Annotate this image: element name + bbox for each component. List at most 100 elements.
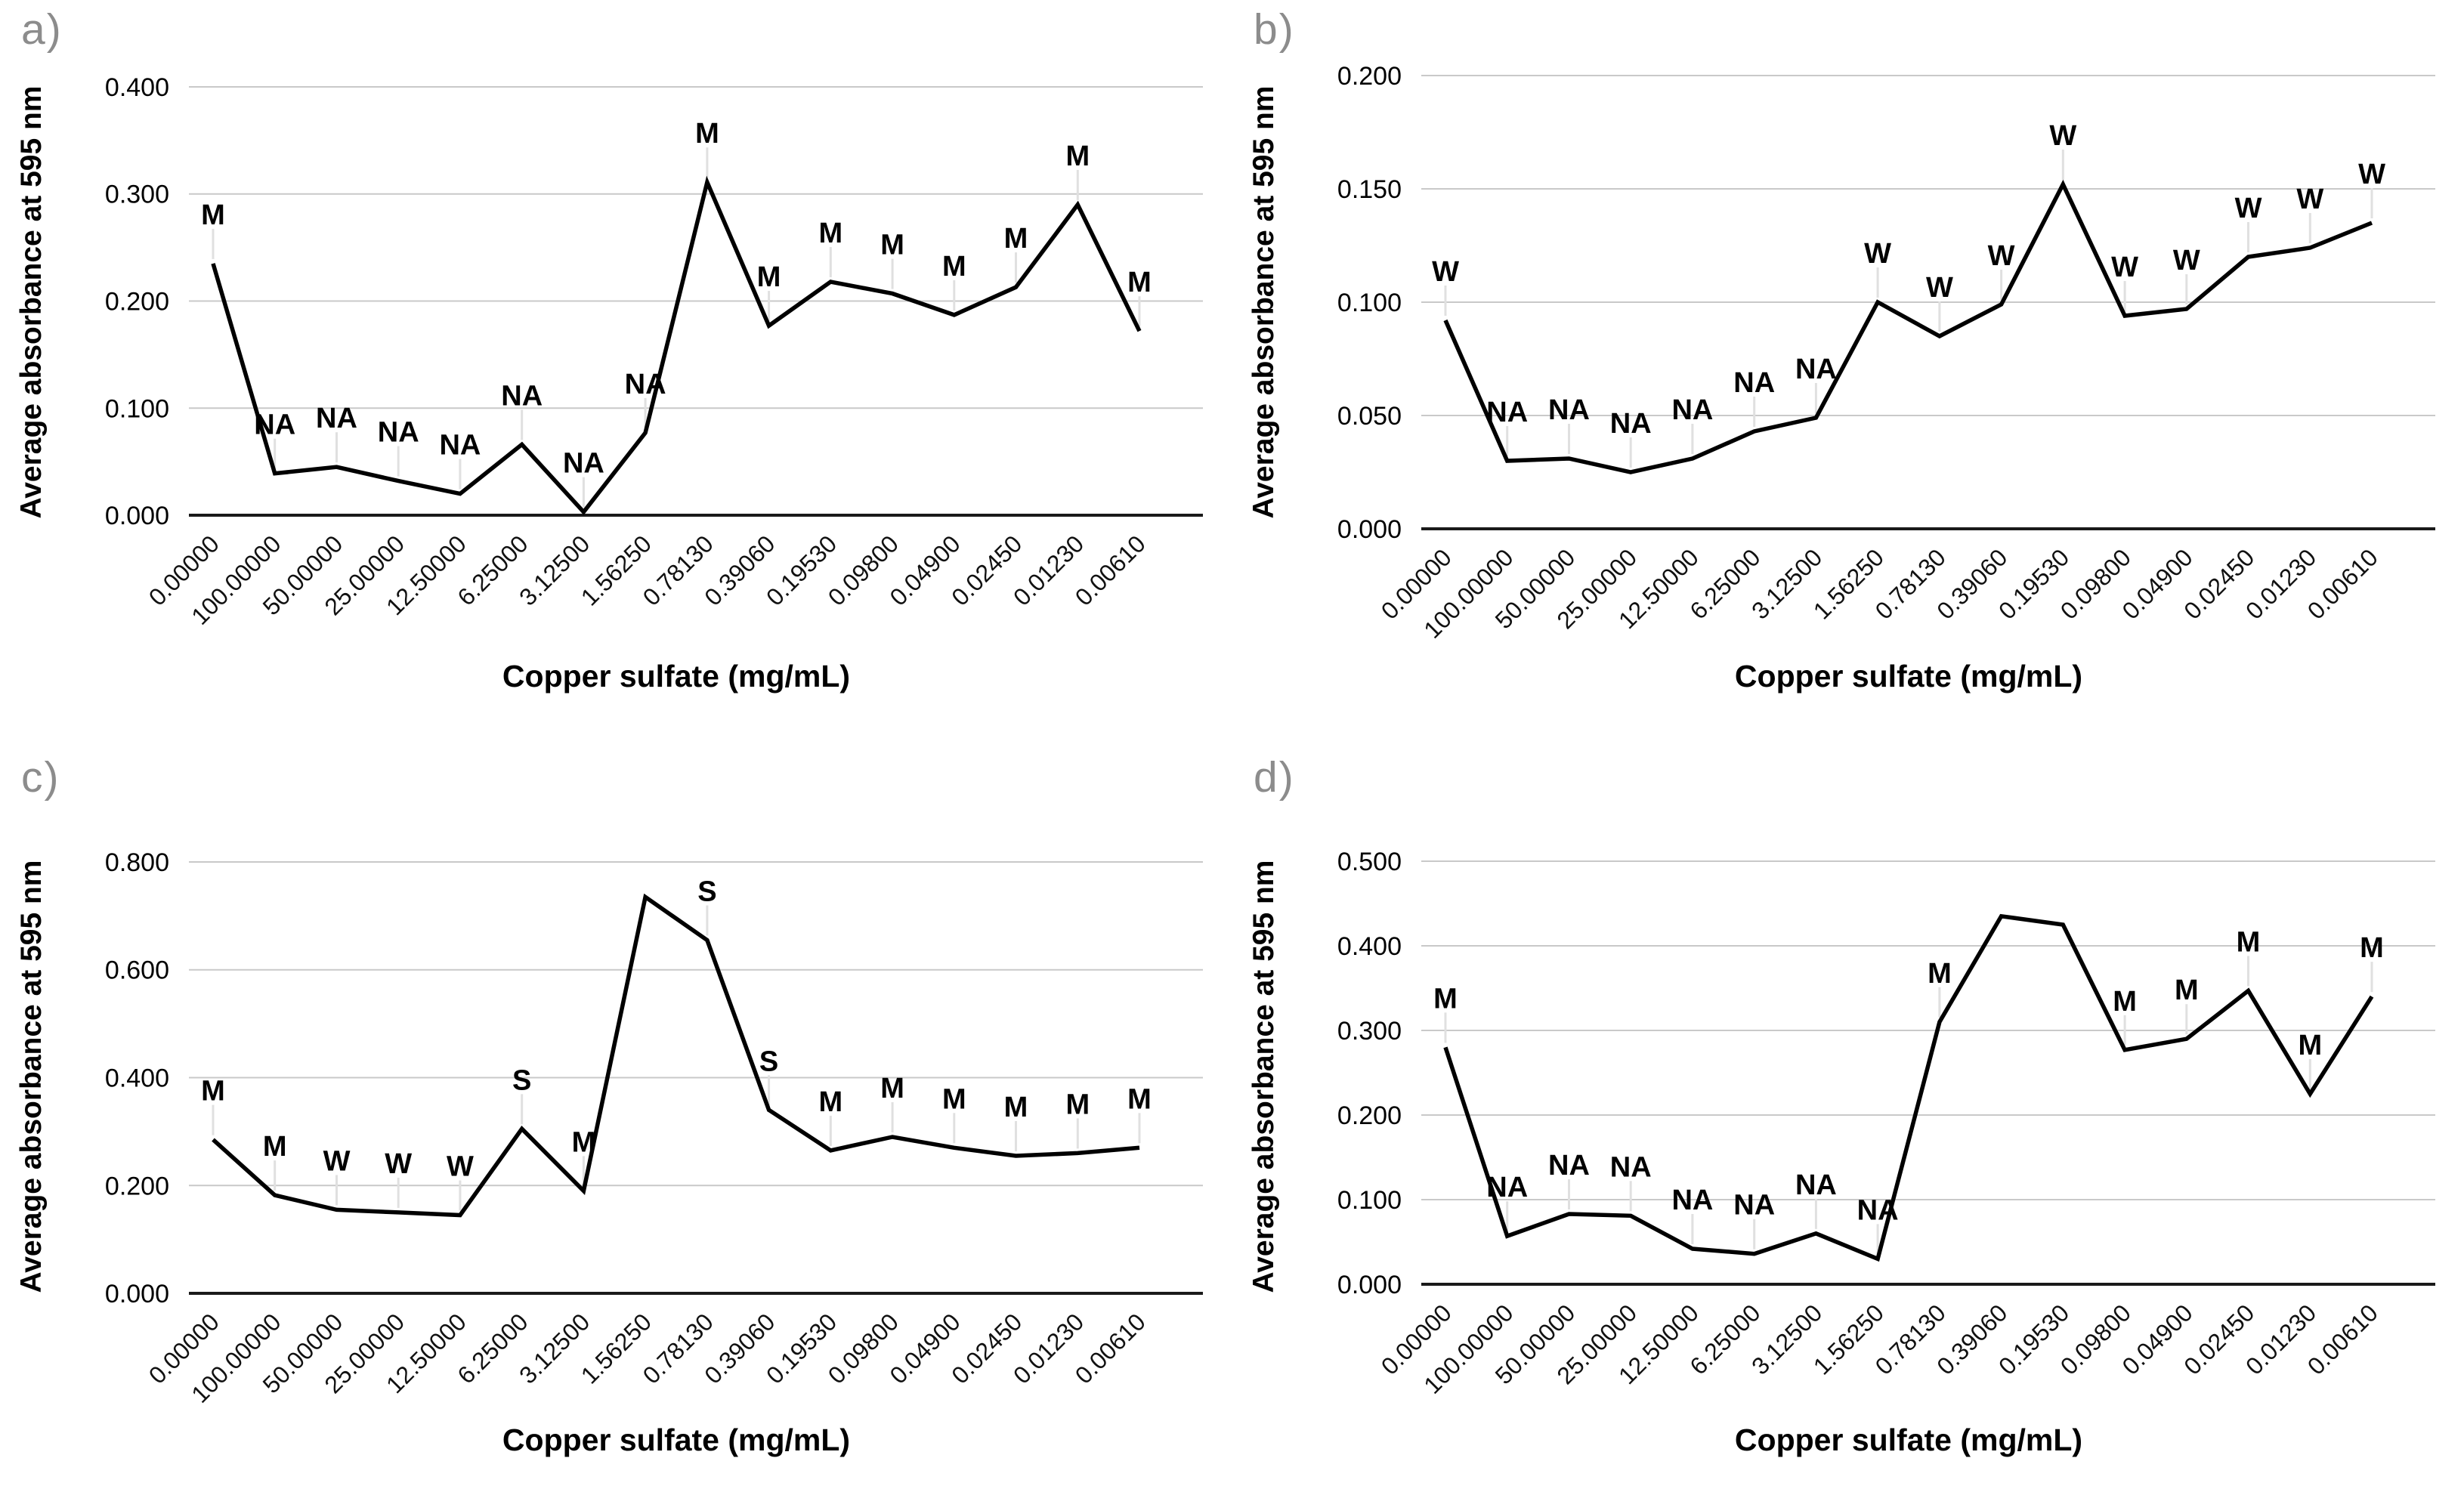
panel-letter-b: b) bbox=[1254, 5, 1295, 54]
series-line bbox=[1443, 913, 2374, 1262]
data-point-label: NA bbox=[1671, 1185, 1713, 1216]
y-tick-label: 0.200 bbox=[105, 288, 169, 317]
y-tick-label: 0.100 bbox=[105, 394, 169, 423]
data-point-label: M bbox=[1004, 1092, 1028, 1123]
series-line bbox=[212, 893, 1140, 1218]
data-point-label: NA bbox=[254, 409, 295, 441]
data-point-label: NA bbox=[1610, 1151, 1652, 1183]
panel-letter-c: c) bbox=[21, 753, 60, 802]
series-line bbox=[1443, 179, 2373, 474]
panel-letter-a: a) bbox=[21, 5, 63, 54]
y-tick-label: 0.300 bbox=[105, 181, 169, 209]
data-point-label: W bbox=[323, 1145, 351, 1177]
data-point-label: M bbox=[1065, 141, 1090, 172]
data-point-label: M bbox=[1433, 983, 1458, 1015]
data-point-label: NA bbox=[501, 380, 543, 412]
line-chart-d: 0.000 0.100 0.200 0.300 0.400 0.500 M NA NA NA NA N… bbox=[1337, 848, 2435, 1399]
data-point-label: M bbox=[2360, 932, 2384, 964]
y-tick-label: 0.100 bbox=[1337, 289, 1402, 317]
data-point-label: W bbox=[2296, 184, 2323, 215]
data-point-label: W bbox=[1432, 256, 1459, 288]
data-point-label: M bbox=[695, 118, 719, 150]
panel-b: b) Average absorbance at 595 nm 0.000 0.0… bbox=[1232, 0, 2464, 744]
y-tick-label: 0.200 bbox=[105, 1172, 169, 1200]
y-tick-label: 0.400 bbox=[1337, 932, 1402, 961]
panel-letter-d: d) bbox=[1254, 753, 1295, 802]
line-chart-c: 0.000 0.200 0.400 0.600 0.800 M M W W W S M S S M M M M M M… bbox=[105, 848, 1203, 1408]
y-tick-label: 0.050 bbox=[1337, 402, 1402, 431]
y-tick-label: 0.400 bbox=[105, 73, 169, 102]
y-tick-label: 0.000 bbox=[105, 1280, 169, 1308]
y-tick-label: 0.000 bbox=[1337, 515, 1402, 544]
panel-a: a) Average absorbance at 595 nm 0.000 0.1… bbox=[0, 0, 1232, 744]
data-point-label: NA bbox=[1733, 1190, 1775, 1222]
data-point-label: NA bbox=[1857, 1194, 1899, 1226]
line-chart-a: 0.000 0.100 0.200 0.300 0.400 M NA NA NA NA NA NA NA… bbox=[105, 73, 1203, 630]
data-point-label: M bbox=[1004, 223, 1028, 255]
y-tick-label: 0.200 bbox=[1337, 62, 1402, 91]
data-point-label: S bbox=[512, 1064, 531, 1096]
data-point-label: NA bbox=[378, 417, 419, 449]
y-tick-label: 0.500 bbox=[1337, 848, 1402, 876]
y-tick-label: 0.300 bbox=[1337, 1017, 1402, 1046]
y-tick-label: 0.600 bbox=[105, 956, 169, 985]
data-point-label: M bbox=[572, 1126, 596, 1158]
data-point-label: W bbox=[385, 1148, 412, 1180]
y-tick-label: 0.400 bbox=[105, 1064, 169, 1093]
data-point-label: W bbox=[447, 1151, 474, 1183]
data-point-label: NA bbox=[1795, 354, 1837, 385]
data-point-label: M bbox=[263, 1131, 287, 1163]
data-point-label: M bbox=[880, 230, 904, 261]
data-point-label: M bbox=[2175, 975, 2199, 1006]
data-point-label: NA bbox=[1733, 367, 1775, 399]
data-point-label: M bbox=[1127, 267, 1152, 298]
data-point-label: NA bbox=[1548, 394, 1590, 426]
data-point-label: W bbox=[2235, 193, 2262, 224]
data-point-label: NA bbox=[1795, 1169, 1837, 1201]
data-point-label: S bbox=[697, 876, 716, 908]
data-point-label: NA bbox=[1610, 408, 1652, 440]
data-point-label: M bbox=[1065, 1089, 1090, 1120]
data-point-label: M bbox=[942, 1083, 966, 1115]
y-tick-label: 0.150 bbox=[1337, 175, 1402, 204]
data-point-label: M bbox=[201, 199, 225, 231]
data-point-label: M bbox=[880, 1073, 904, 1104]
data-point-label: S bbox=[759, 1046, 778, 1077]
data-point-label: NA bbox=[316, 403, 357, 434]
y-tick-label: 0.000 bbox=[1337, 1271, 1402, 1299]
data-point-label: NA bbox=[1671, 394, 1713, 426]
data-point-label: W bbox=[2358, 159, 2385, 190]
data-point-label: M bbox=[2237, 926, 2261, 958]
panel-d: d) Average absorbance at 595 nm 0.000 0.1… bbox=[1232, 748, 2464, 1492]
data-point-label: W bbox=[2049, 120, 2076, 152]
data-point-label: M bbox=[1928, 958, 1952, 990]
x-axis-title: Copper sulfate (mg/mL) bbox=[502, 1422, 851, 1457]
data-point-label: W bbox=[1926, 272, 1953, 304]
data-point-label: M bbox=[757, 261, 781, 293]
data-point-label: NA bbox=[439, 430, 481, 462]
x-axis-title: Copper sulfate (mg/mL) bbox=[1734, 1422, 2083, 1457]
data-point-label: M bbox=[2298, 1030, 2322, 1061]
data-point-label: NA bbox=[1486, 397, 1528, 428]
data-point-label: NA bbox=[625, 369, 666, 400]
data-point-label: M bbox=[818, 218, 842, 249]
data-point-label: M bbox=[818, 1086, 842, 1118]
data-point-label: M bbox=[942, 251, 966, 283]
data-point-label: NA bbox=[563, 448, 604, 480]
y-tick-label: 0.800 bbox=[105, 848, 169, 877]
y-tick-label: 0.100 bbox=[1337, 1186, 1402, 1215]
data-point-label: M bbox=[1127, 1083, 1152, 1115]
data-point-label: M bbox=[2113, 986, 2137, 1018]
data-point-label: NA bbox=[1548, 1150, 1590, 1182]
line-chart-b: 0.000 0.050 0.100 0.150 0.200 W NA NA NA NA NA NA W W… bbox=[1337, 62, 2435, 644]
data-point-label: W bbox=[2173, 245, 2200, 276]
data-point-label: W bbox=[1988, 240, 2015, 272]
data-point-label: M bbox=[201, 1076, 225, 1107]
data-point-label: W bbox=[1864, 238, 1891, 270]
y-tick-label: 0.200 bbox=[1337, 1101, 1402, 1130]
x-axis-title: Copper sulfate (mg/mL) bbox=[502, 659, 851, 693]
data-point-label: NA bbox=[1486, 1172, 1528, 1203]
y-tick-label: 0.000 bbox=[105, 502, 169, 530]
x-axis-title: Copper sulfate (mg/mL) bbox=[1734, 659, 2083, 693]
series-line bbox=[211, 175, 1142, 515]
